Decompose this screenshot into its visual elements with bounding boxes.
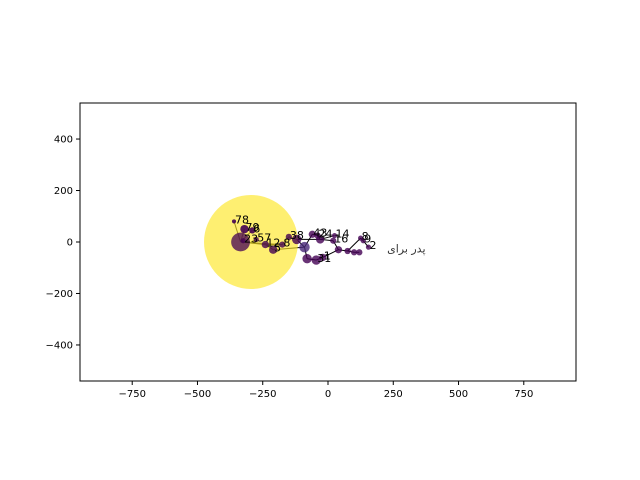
network-node	[231, 232, 250, 252]
x-tick-label: 0	[325, 389, 331, 400]
y-tick-label: 200	[54, 186, 73, 197]
node-label: 31	[317, 252, 331, 265]
network-node	[331, 232, 338, 239]
node-label: 78	[235, 213, 249, 226]
node-label: 43	[313, 226, 327, 239]
network-node	[240, 238, 246, 244]
x-axis: −750 −500 −250 0 250 500 750	[118, 381, 533, 400]
network-node	[319, 253, 327, 262]
node-label: 16	[334, 233, 348, 246]
network-node	[204, 195, 298, 289]
y-tick-label: 0	[67, 238, 73, 249]
x-tick-label: 250	[384, 389, 403, 400]
node-label: 14	[336, 228, 350, 241]
network-node	[350, 249, 358, 256]
network-node	[330, 237, 337, 244]
network-node	[334, 246, 343, 254]
network-node	[311, 255, 321, 265]
y-axis: −400 −200 0 200 400	[46, 135, 80, 351]
x-tick-label: −500	[184, 389, 211, 400]
network-node	[302, 254, 312, 264]
node-label: 12	[266, 237, 280, 250]
network-node	[314, 232, 321, 239]
x-tick-label: −250	[249, 389, 276, 400]
network-node	[231, 219, 237, 224]
node-label: 2	[369, 239, 376, 252]
network-node	[360, 238, 366, 244]
network-node	[291, 234, 302, 245]
network-node	[299, 241, 310, 253]
x-tick-label: 750	[514, 389, 533, 400]
node-label: 5	[274, 242, 281, 255]
network-node	[279, 241, 286, 248]
y-tick-label: 400	[54, 135, 73, 146]
network-node	[308, 230, 316, 238]
network-node	[253, 236, 259, 243]
network-node	[269, 245, 278, 254]
annotation-text: پدر برای	[387, 242, 425, 255]
network-node	[365, 244, 372, 250]
node-label: 1	[324, 249, 331, 262]
node-label: 8	[283, 237, 290, 250]
node-label: 23	[244, 233, 258, 246]
y-tick-label: −200	[46, 289, 73, 300]
node-label: 57	[257, 231, 271, 244]
node-label: 24	[319, 228, 333, 241]
nodes-layer	[204, 195, 372, 289]
node-label: 8	[362, 230, 369, 243]
network-node	[249, 227, 256, 234]
y-tick-label: −400	[46, 340, 73, 351]
network-node	[285, 233, 292, 240]
network-node	[261, 240, 270, 249]
x-tick-label: −750	[118, 389, 145, 400]
node-label: 6	[253, 222, 260, 235]
network-node	[240, 224, 249, 234]
network-node	[344, 247, 351, 255]
node-label: 38	[290, 229, 304, 242]
node-label: 79	[245, 221, 259, 234]
node-label: 9	[364, 233, 371, 246]
network-node	[356, 249, 363, 256]
x-tick-label: 500	[449, 389, 468, 400]
